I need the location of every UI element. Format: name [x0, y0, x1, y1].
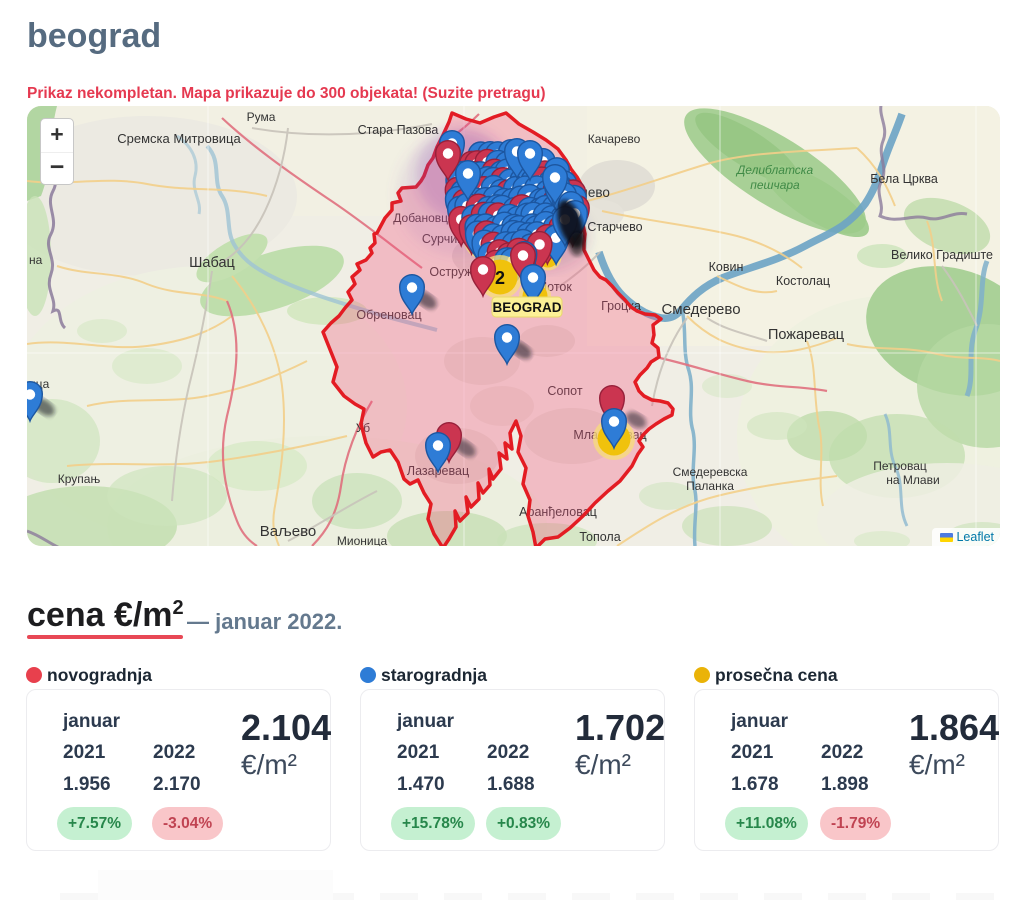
svg-text:на Млави: на Млави [886, 473, 939, 487]
svg-text:2: 2 [495, 268, 505, 288]
svg-text:Стара Пазова: Стара Пазова [358, 123, 439, 137]
svg-text:Ваљево: Ваљево [260, 523, 316, 540]
svg-text:Паланка: Паланка [686, 479, 734, 493]
svg-text:Делиблатска: Делиблатска [735, 163, 814, 177]
svg-text:Старчево: Старчево [587, 220, 642, 234]
svg-text:Обреновац: Обреновац [356, 308, 421, 322]
svg-text:Гроцка: Гроцка [601, 299, 641, 313]
svg-text:BEOGRAD: BEOGRAD [492, 300, 561, 315]
svg-text:Смедеревска: Смедеревска [673, 465, 748, 479]
svg-text:Сопот: Сопот [547, 384, 582, 398]
svg-text:Велико Градиште: Велико Градиште [891, 248, 993, 262]
svg-text:Ковин: Ковин [709, 260, 744, 274]
svg-text:Смедерево: Смедерево [661, 301, 740, 318]
svg-text:Качарево: Качарево [588, 132, 641, 146]
svg-text:Аранђеловац: Аранђеловац [519, 505, 597, 519]
svg-text:Крупањ: Крупањ [58, 472, 101, 486]
svg-text:Топола: Топола [579, 530, 620, 544]
svg-text:на: на [29, 253, 43, 267]
svg-text:Сремска Митровица: Сремска Митровица [117, 131, 241, 146]
svg-text:Рума: Рума [247, 110, 276, 124]
svg-text:Бела Црква: Бела Црква [870, 172, 938, 186]
svg-text:Петровац: Петровац [873, 459, 927, 473]
svg-text:Костолац: Костолац [776, 274, 830, 288]
svg-text:Пожаревац: Пожаревац [768, 327, 844, 343]
svg-text:пешчара: пешчара [750, 178, 800, 192]
svg-text:Мионица: Мионица [337, 534, 388, 546]
svg-text:Шабац: Шабац [189, 255, 235, 271]
